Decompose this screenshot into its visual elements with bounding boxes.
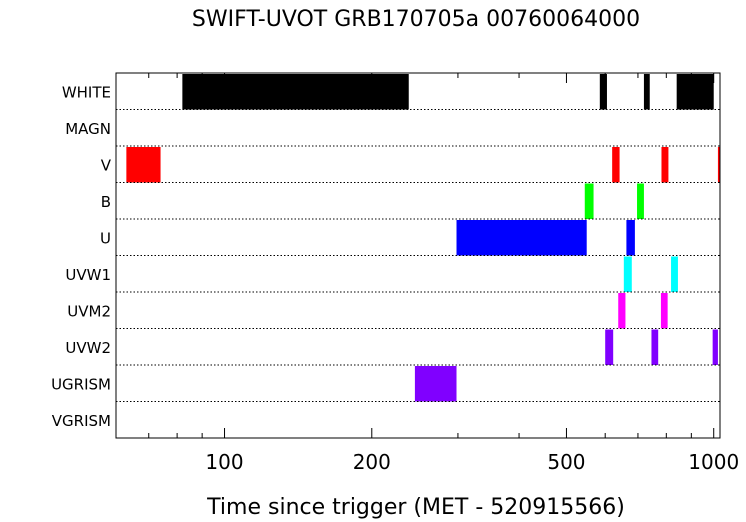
exposure-bar-b-2 [637,183,644,219]
exposure-bar-v-1 [126,147,161,183]
row-label-u: U [100,229,111,247]
exposure-bar-white-3 [643,74,650,110]
row-label-uvm2: UVM2 [67,302,111,320]
exposure-bar-uvw1-2 [671,256,678,292]
exposure-bar-uvw2-3 [712,329,718,365]
exposure-bar-uvw1-1 [623,256,632,292]
exposure-bar-uvw2-2 [651,329,659,365]
x-tick-label-3: 1000 [688,450,739,474]
x-axis-label: Time since trigger (MET - 520915566) [206,495,625,520]
row-label-magn: MAGN [65,120,111,138]
row-label-b: B [101,193,111,211]
plot-frame [115,72,721,439]
chart-title: SWIFT-UVOT GRB170705a 00760064000 [192,7,640,32]
exposure-bar-v-3 [661,147,669,183]
exposure-bar-uvm2-2 [660,293,668,329]
row-label-v: V [101,156,112,174]
row-label-vgrism: VGRISM [52,412,111,430]
exposure-bar-uvw2-1 [605,329,614,365]
exposure-bar-uvm2-1 [618,293,626,329]
row-label-white: WHITE [62,83,111,101]
exposure-bar-u-1 [456,220,587,256]
x-tick-label-0: 100 [205,450,243,474]
exposure-bar-b-1 [584,183,594,219]
exposure-bar-u-2 [626,220,635,256]
row-label-uvw1: UVW1 [65,266,111,284]
row-label-uvw2: UVW2 [65,339,111,357]
exposure-bar-white-2 [599,74,607,110]
plot-area: WHITE MAGN V BU UVW1 UVM2 UVW2 UGRISM VGRISM 100 2… [51,72,739,474]
exposure-bar-ugrism-1 [414,366,457,402]
row-label-ugrism: UGRISM [51,375,111,393]
x-tick-label-1: 200 [353,450,391,474]
exposure-bar-white-4 [676,74,714,110]
exposure-bar-v-4 [717,147,720,183]
exposure-bar-v-2 [612,147,620,183]
x-tick-label-2: 500 [547,450,585,474]
exposure-bar-white-1 [182,74,409,110]
